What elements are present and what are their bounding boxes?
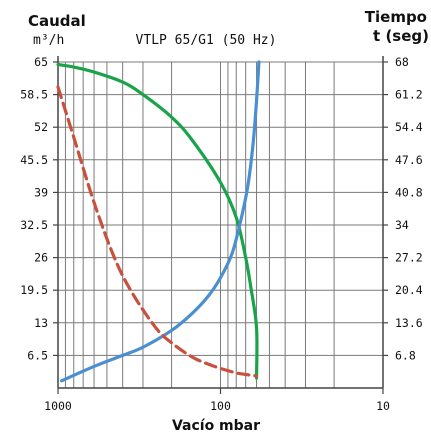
tick-labels: 65 58.5 52 45.5 39 32.5 26 19.5 13 6.5 68 61.2 54.4 4… bbox=[20, 55, 422, 413]
tiempo-curve bbox=[60, 60, 261, 383]
left-tick-label: 19.5 bbox=[20, 283, 48, 297]
left-tick-label: 6.5 bbox=[27, 348, 48, 362]
right-axis-title: Tiempo bbox=[365, 8, 427, 26]
right-tick-label: 27.2 bbox=[395, 251, 423, 265]
right-axis-unit: t (seg) bbox=[373, 27, 429, 45]
right-tick-label: 20.4 bbox=[395, 283, 423, 297]
series-group bbox=[56, 60, 261, 383]
left-tick-label: 58.5 bbox=[20, 88, 48, 102]
x-tick-label: 1000 bbox=[44, 399, 72, 413]
right-tick-label: 47.6 bbox=[395, 153, 423, 167]
left-tick-label: 13 bbox=[34, 316, 48, 330]
right-tick-label: 13.6 bbox=[395, 316, 423, 330]
right-tick-label: 68 bbox=[395, 55, 409, 69]
left-tick-label: 39 bbox=[34, 185, 48, 199]
left-axis-unit: m³/h bbox=[33, 33, 64, 48]
grid bbox=[58, 61, 383, 388]
left-tick-label: 32.5 bbox=[20, 218, 48, 232]
right-tick-label: 61.2 bbox=[395, 88, 423, 102]
chart-title: VTLP 65/G1 (50 Hz) bbox=[136, 33, 277, 48]
caudal-curve bbox=[56, 62, 259, 380]
right-tick-label: 40.8 bbox=[395, 185, 423, 199]
x-tick-label: 100 bbox=[210, 399, 231, 413]
left-tick-label: 52 bbox=[34, 120, 48, 134]
left-tick-label: 26 bbox=[34, 251, 48, 265]
right-tick-label: 34 bbox=[395, 218, 409, 232]
right-tick-label: 54.4 bbox=[395, 120, 423, 134]
left-tick-label: 45.5 bbox=[20, 153, 48, 167]
caudal-dashed-curve bbox=[56, 85, 259, 378]
x-tick-label: 10 bbox=[376, 399, 390, 413]
left-tick-label: 65 bbox=[34, 55, 48, 69]
x-axis-title: Vacío mbar bbox=[172, 418, 260, 434]
right-tick-label: 6.8 bbox=[395, 348, 416, 362]
left-axis-title: Caudal bbox=[28, 12, 86, 30]
